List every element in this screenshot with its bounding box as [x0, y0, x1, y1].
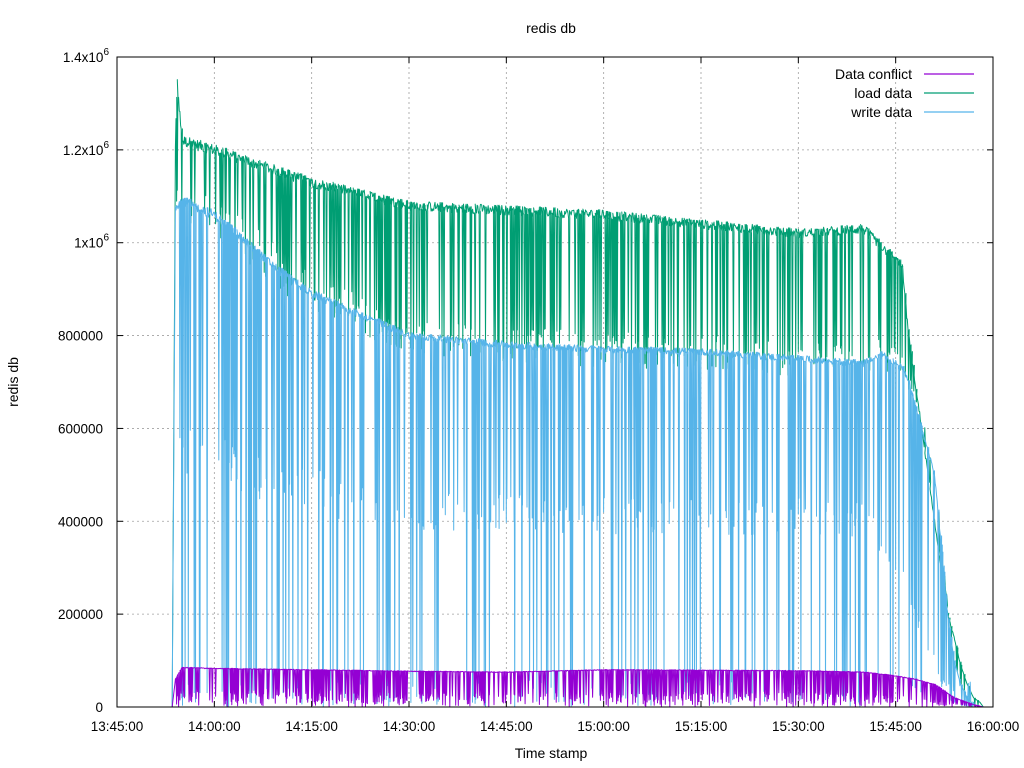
x-tick-label: 14:45:00	[480, 719, 533, 734]
legend-label: Data conflict	[835, 66, 912, 82]
plot-frame	[116, 56, 994, 708]
y-tick-label: 0	[95, 700, 103, 715]
y-tick-label: 1.2x106	[63, 140, 110, 158]
y-tick-label: 1.4x106	[63, 47, 110, 65]
y-tick-label: 200000	[58, 607, 103, 622]
x-tick-label: 15:30:00	[772, 719, 825, 734]
x-tick-label: 15:00:00	[577, 719, 630, 734]
y-tick-label: 1x106	[74, 233, 109, 251]
y-tick-label: 600000	[58, 421, 103, 436]
y-axis-label: redis db	[5, 357, 21, 407]
chart-title: redis db	[526, 20, 576, 36]
x-tick-label: 14:00:00	[188, 719, 241, 734]
x-tick-label: 16:00:00	[967, 719, 1020, 734]
legend-label: write data	[850, 104, 912, 120]
x-tick-label: 13:45:00	[91, 719, 144, 734]
tick-labels: 13:45:00 14:00:00 14:15:00 14:30:00 14:45:00…	[58, 47, 1019, 734]
x-tick-label: 14:30:00	[383, 719, 436, 734]
x-tick-label: 14:15:00	[285, 719, 338, 734]
y-tick-label: 800000	[58, 329, 103, 344]
series-line-write-data	[171, 197, 984, 708]
legend-label: load data	[854, 85, 912, 101]
y-tick-label: 400000	[58, 514, 103, 529]
x-tick-label: 15:15:00	[675, 719, 728, 734]
series-layer	[171, 79, 984, 708]
series-line-load-data	[171, 79, 984, 708]
series-line-data-conflict	[171, 666, 984, 708]
axes	[116, 56, 994, 708]
x-tick-label: 15:45:00	[869, 719, 922, 734]
legend: Data conflict load data write data	[835, 66, 974, 120]
x-axis-label: Time stamp	[515, 745, 588, 761]
